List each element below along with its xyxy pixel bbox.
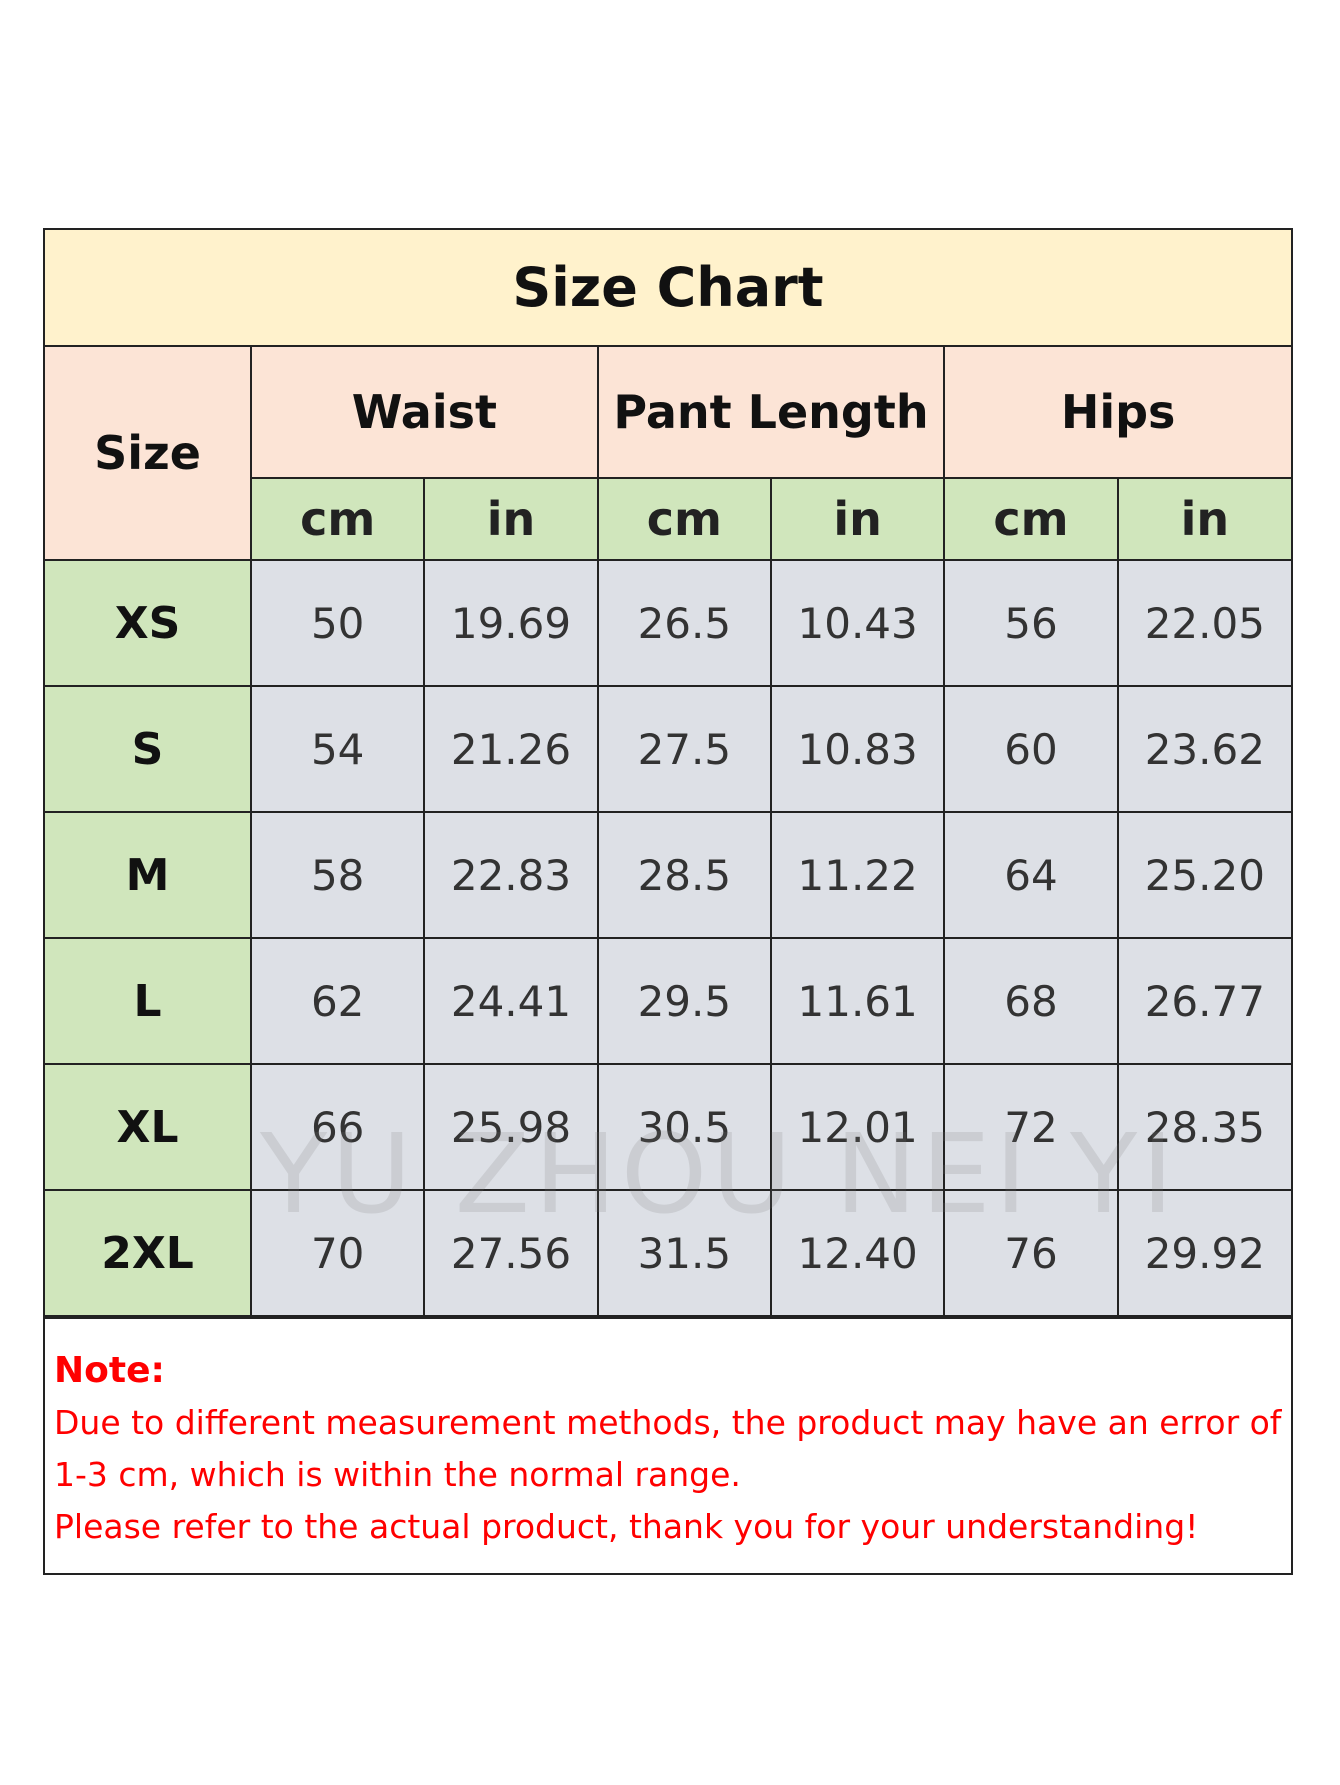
measurement-cell: 29.92 [1116, 1189, 1291, 1317]
measurement-cell: 24.41 [423, 937, 599, 1065]
measurement-cell: 11.22 [769, 811, 946, 939]
note-line-2: Please refer to the actual product, than… [54, 1507, 1199, 1546]
measurement-cell: 26.5 [596, 559, 772, 687]
measurement-cell: 12.40 [769, 1189, 946, 1317]
measurement-cell: 56 [943, 559, 1119, 687]
table-row: XL 66 25.98 30.5 12.01 72 28.35 [45, 1063, 1291, 1191]
table-row: 2XL 70 27.56 31.5 12.40 76 29.92 [45, 1189, 1291, 1317]
measurement-cell: 28.35 [1116, 1063, 1291, 1191]
measurement-cell: 19.69 [423, 559, 599, 687]
size-label: XS [45, 559, 252, 687]
size-label: XL [45, 1063, 252, 1191]
measurement-cell: 10.83 [769, 685, 946, 813]
measurement-cell: 30.5 [596, 1063, 772, 1191]
measurement-cell: 68 [943, 937, 1119, 1065]
measurement-cell: 10.43 [769, 559, 946, 687]
measurement-cell: 29.5 [596, 937, 772, 1065]
measurement-cell: 64 [943, 811, 1119, 939]
measurement-cell: 21.26 [423, 685, 599, 813]
measurement-cell: 66 [249, 1063, 426, 1191]
measurement-cell: 54 [249, 685, 426, 813]
measurement-cell: 23.62 [1116, 685, 1291, 813]
note-line-1: Due to different measurement methods, th… [54, 1403, 1282, 1494]
measurement-cell: 76 [943, 1189, 1119, 1317]
measurement-cell: 62 [249, 937, 426, 1065]
measurement-cell: 11.61 [769, 937, 946, 1065]
table-row: S 54 21.26 27.5 10.83 60 23.62 [45, 685, 1291, 813]
measurement-cell: 28.5 [596, 811, 772, 939]
unit-header: cm [251, 477, 426, 561]
measurement-cell: 72 [943, 1063, 1119, 1191]
chart-title: Size Chart [45, 230, 1291, 347]
table-row: L 62 24.41 29.5 11.61 68 26.77 [45, 937, 1291, 1065]
table-row: M 58 22.83 28.5 11.22 64 25.20 [45, 811, 1291, 939]
pant-length-header: Pant Length [596, 345, 946, 479]
unit-header: cm [596, 477, 772, 561]
measurement-cell: 22.05 [1116, 559, 1291, 687]
table-row: XS 50 19.69 26.5 10.43 56 22.05 [45, 559, 1291, 687]
measurement-cell: 60 [943, 685, 1119, 813]
measurement-cell: 22.83 [423, 811, 599, 939]
measurement-cell: 25.98 [423, 1063, 599, 1191]
measurement-cell: 31.5 [596, 1189, 772, 1317]
size-label: 2XL [45, 1189, 252, 1317]
measurement-cell: 50 [249, 559, 426, 687]
measurement-cell: 70 [249, 1189, 426, 1317]
unit-header: in [423, 477, 599, 561]
size-chart-table: Size Chart Size Waist Pant Length Hips c… [43, 228, 1293, 1575]
note-label: Note: [54, 1350, 165, 1391]
unit-header: in [769, 477, 946, 561]
hips-header: Hips [943, 345, 1291, 479]
measurement-cell: 12.01 [769, 1063, 946, 1191]
measurement-cell: 58 [249, 811, 426, 939]
waist-header: Waist [250, 345, 599, 479]
measurement-cell: 27.5 [596, 685, 772, 813]
note-section: Note: Due to different measurement metho… [45, 1317, 1291, 1573]
unit-header: cm [943, 477, 1119, 561]
unit-header: in [1116, 477, 1291, 561]
size-header: Size [45, 345, 252, 561]
measurement-cell: 26.77 [1116, 937, 1291, 1065]
size-label: M [45, 811, 252, 939]
measurement-cell: 25.20 [1116, 811, 1291, 939]
size-label: L [45, 937, 252, 1065]
size-label: S [45, 685, 252, 813]
measurement-cell: 27.56 [423, 1189, 599, 1317]
